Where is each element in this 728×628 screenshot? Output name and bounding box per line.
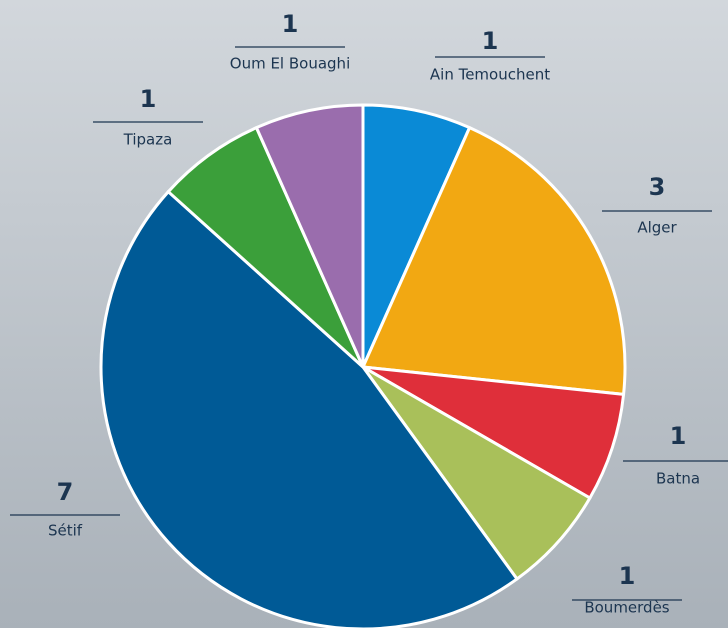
category-label: Boumerdès: [584, 599, 669, 617]
data-label: 1: [619, 562, 636, 590]
data-label: 1: [140, 85, 157, 113]
data-label: 1: [482, 27, 499, 55]
data-label: 1: [670, 422, 687, 450]
category-label: Oum El Bouaghi: [230, 55, 350, 73]
pie-slice: [361, 365, 592, 581]
category-label: Tipaza: [123, 131, 173, 149]
data-label: 3: [649, 173, 666, 201]
pie-slice: [361, 365, 626, 500]
pie-slice: [254, 103, 365, 369]
pie-slice: [361, 103, 472, 369]
pie-slice: [99, 190, 519, 628]
pie-slice: [166, 126, 365, 369]
data-label: 1: [282, 10, 299, 38]
data-label: 7: [57, 478, 74, 506]
category-label: Sétif: [48, 522, 83, 540]
pie-slice: [361, 126, 627, 396]
category-label: Batna: [656, 470, 700, 488]
category-label: Alger: [637, 219, 677, 237]
category-label: Ain Temouchent: [430, 66, 550, 84]
